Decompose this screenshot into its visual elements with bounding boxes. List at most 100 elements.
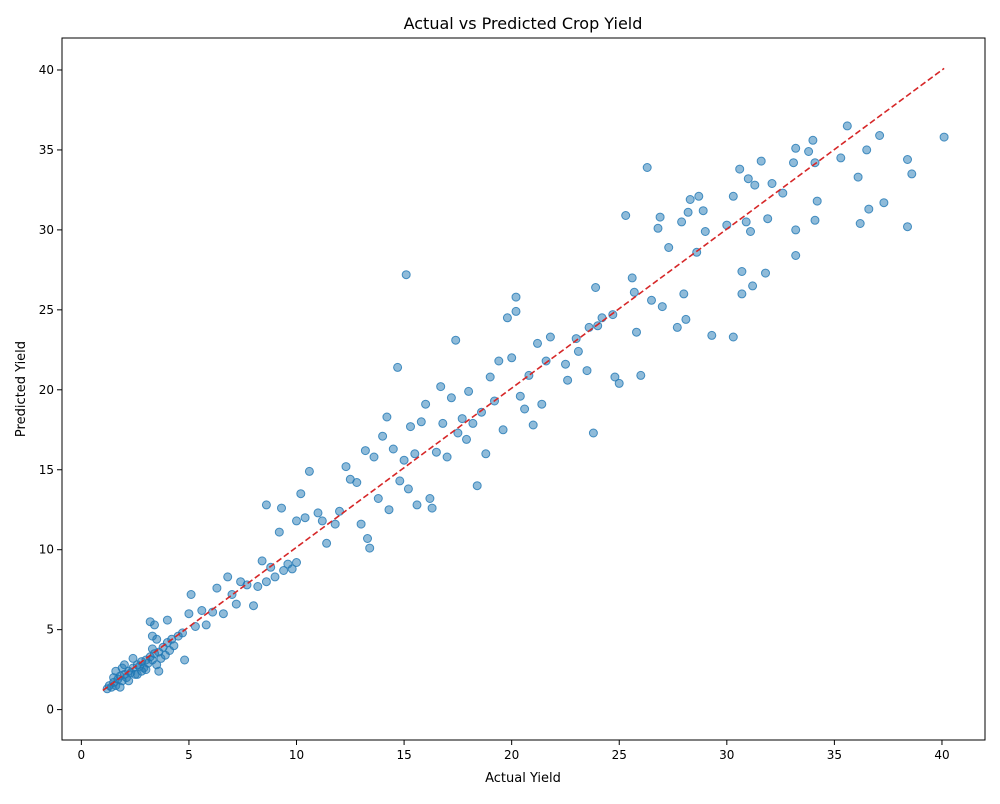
data-point [341,462,351,472]
data-point [746,227,755,236]
data-point [410,449,420,459]
data-point [750,180,760,190]
data-point [431,447,441,457]
data-point [457,414,467,424]
data-point [277,503,286,513]
data-point [939,132,949,142]
data-point [313,508,323,518]
data-point [462,434,471,444]
data-point [249,601,258,611]
data-point [373,494,383,503]
data-point [446,393,456,403]
data-point [694,191,704,201]
data-point [147,631,157,641]
y-tick-label: 20 [39,383,54,397]
data-point [406,422,415,432]
data-point [537,399,547,409]
data-point [836,153,846,163]
data-point [741,217,751,227]
data-point [421,399,431,409]
data-point [117,663,127,673]
data-point [533,338,542,348]
data-point [395,476,405,486]
x-tick-label: 15 [396,748,411,762]
data-point [369,452,379,462]
data-point [438,418,448,428]
x-axis-label: Actual Yield [485,771,561,786]
data-point [855,219,865,228]
data-point [763,214,773,224]
data-point [330,519,340,529]
data-point [681,314,691,324]
data-point [425,494,435,503]
data-point [401,270,411,280]
data-point [812,196,822,206]
data-point [632,327,641,337]
data-point [360,446,370,456]
data-point [879,198,889,208]
data-point [728,332,738,342]
data-point [778,188,788,198]
data-point [451,335,461,345]
data-point [636,370,646,380]
data-point [154,666,164,676]
data-point [853,172,863,182]
data-point [842,121,852,131]
data-point [672,322,682,332]
data-point [403,484,413,494]
data-point [274,527,284,537]
data-point [647,295,656,305]
data-point [561,359,570,369]
data-point [664,243,674,252]
data-point [683,207,693,217]
data-point [608,310,618,320]
data-point [571,334,581,344]
data-point [442,452,452,462]
plot-area: 0 5 10 15 20 25 30 35 40 0 5 10 15 20 25 30 35 40 [39,37,986,762]
data-point [201,620,211,630]
data-point [627,273,637,283]
data-point [653,223,663,233]
data-point [231,599,241,609]
data-point [629,287,639,297]
data-point [485,372,495,382]
data-point [279,566,289,575]
data-point [614,378,624,388]
data-point [685,195,695,204]
y-tick-label: 5 [46,623,54,637]
data-point [748,281,758,291]
data-point [128,653,138,663]
data-point [591,283,601,292]
data-point [903,222,912,232]
data-point [494,356,504,366]
data-point [287,564,297,574]
data-point [502,313,512,323]
data-point [573,346,583,356]
data-point [864,204,874,214]
x-tick-label: 0 [78,748,86,762]
data-point [453,428,463,438]
data-point [393,362,403,372]
data-point [642,163,652,172]
data-point [223,572,233,582]
data-point [657,302,667,312]
data-point [218,609,228,619]
data-point [679,289,689,299]
y-tick-label: 0 [46,703,54,717]
y-tick-label: 15 [39,463,54,477]
data-point [767,179,777,188]
data-point [352,478,362,487]
data-point [292,516,301,526]
data-point [399,455,409,465]
data-point [737,289,747,299]
data-point [304,466,314,476]
data-point [363,534,372,543]
data-point [169,641,179,651]
x-tick-label: 40 [934,748,949,762]
data-point [621,211,631,220]
data-point [511,292,521,302]
data-point [515,391,525,401]
data-point [810,215,820,225]
